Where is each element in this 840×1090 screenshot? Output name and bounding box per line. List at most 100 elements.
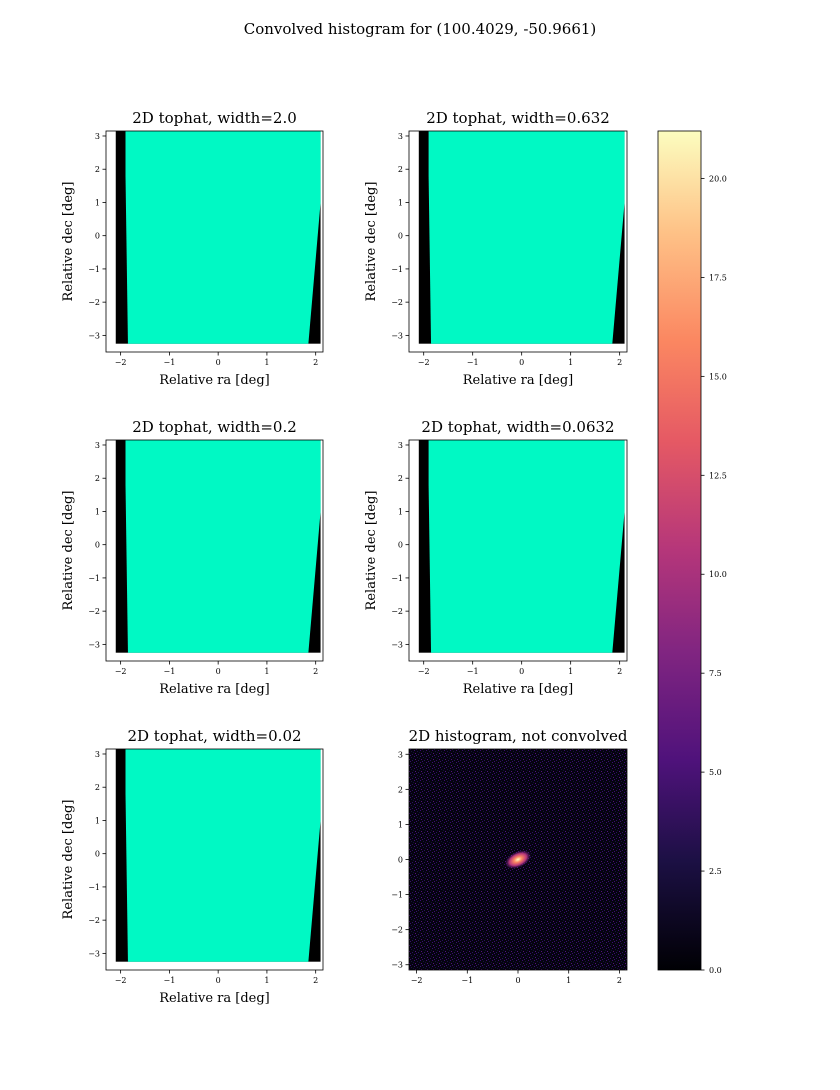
y-tick-label: −2 [88,916,100,925]
y-tick-label: −1 [391,574,403,583]
y-tick-label: −1 [391,891,403,900]
x-tick-label: −2 [115,976,127,985]
y-tick-label: 3 [398,750,403,759]
x-tick-label: 0 [515,976,520,985]
x-tick-label: −1 [467,358,479,367]
y-tick-label: 0 [398,232,403,241]
y-tick-label: −1 [88,574,100,583]
x-tick-label: 2 [313,358,318,367]
x-axis-label: Relative ra [deg] [159,991,270,1006]
y-axis-label: Relative dec [deg] [61,491,76,611]
x-tick-label: −1 [461,976,473,985]
panels: −2 −1 0 1 2 −3 −2 −1 0 1 2 3 2D tophat, width=2.0 Rel… [61,109,628,1006]
axes-frame [105,748,324,971]
colorbar: 0.0 2.5 5.0 7.5 10.0 12.5 15.0 17.5 20.0 [657,130,727,975]
x-axis-label: Relative ra [deg] [159,682,270,697]
x-tick-label: −1 [467,667,479,676]
colorbar-tick-label: 5.0 [709,768,722,777]
x-tick-label: −2 [115,667,127,676]
tophat-fill-region [125,749,321,962]
x-tick-label: 2 [617,667,622,676]
x-tick-label: 0 [216,976,221,985]
panel-3: −2 −1 0 1 2 −3 −2 −1 0 1 2 3 2D tophat, width=0.2 Rel… [61,418,324,697]
colorbar-tick-label: 2.5 [709,867,722,876]
y-tick-label: 1 [398,507,403,516]
x-tick-label: 1 [264,667,269,676]
x-tick-label: −2 [418,358,430,367]
y-tick-label: −3 [88,331,100,340]
colorbar-tick-label: 7.5 [709,669,722,678]
x-tick-label: −1 [163,358,175,367]
tophat-fill-region [125,131,321,344]
y-tick-label: 2 [398,165,403,174]
colorbar-tick-label: 10.0 [709,570,727,579]
y-tick-label: 1 [398,820,403,829]
panel-4: −2 −1 0 1 2 −3 −2 −1 0 1 2 3 2D tophat, width=0.0632… [364,418,628,697]
y-tick-label: 2 [398,474,403,483]
colorbar-tick-label: 0.0 [709,966,722,975]
colorbar-frame [657,130,702,971]
y-tick-label: 0 [95,541,100,550]
y-axis-label: Relative dec [deg] [61,800,76,920]
x-tick-label: −2 [411,976,423,985]
x-tick-label: 1 [568,358,573,367]
y-tick-label: −1 [391,265,403,274]
x-tick-label: 2 [313,976,318,985]
y-tick-label: 1 [95,816,100,825]
y-tick-label: 1 [398,198,403,207]
y-tick-label: 2 [95,783,100,792]
colorbar-tick-label: 15.0 [709,372,727,381]
y-tick-label: 0 [95,850,100,859]
x-tick-label: 1 [568,667,573,676]
y-tick-label: 1 [95,198,100,207]
y-tick-label: 1 [95,507,100,516]
x-axis-label: Relative ra [deg] [159,373,270,388]
x-axis-label: Relative ra [deg] [463,373,574,388]
y-tick-label: −3 [88,949,100,958]
y-tick-label: 3 [95,132,100,141]
y-tick-label: 3 [95,750,100,759]
x-tick-label: 2 [617,976,622,985]
colorbar-gradient [658,131,701,970]
panel-title: 2D tophat, width=0.0632 [421,418,614,436]
x-axis-label: Relative ra [deg] [463,682,574,697]
colorbar-tick-label: 20.0 [709,174,727,183]
y-tick-label: 2 [398,785,403,794]
y-tick-label: −2 [88,298,100,307]
x-tick-label: 0 [216,667,221,676]
panel-title: 2D tophat, width=0.2 [132,418,297,436]
y-tick-label: −3 [391,961,403,970]
y-axis-label: Relative dec [deg] [364,491,379,611]
y-tick-label: −2 [391,298,403,307]
x-tick-label: 0 [216,358,221,367]
y-axis-label: Relative dec [deg] [364,182,379,302]
y-tick-label: −3 [88,640,100,649]
y-tick-label: 0 [398,856,403,865]
y-tick-label: 2 [95,474,100,483]
x-tick-label: 1 [566,976,571,985]
axes-frame [105,439,324,662]
x-tick-label: 2 [313,667,318,676]
y-tick-label: −3 [391,640,403,649]
y-tick-label: −1 [88,265,100,274]
tophat-fill-region [428,131,625,344]
x-tick-label: −2 [418,667,430,676]
x-tick-label: 0 [519,358,524,367]
panel-6: −2 −1 0 1 2 −3 −2 −1 0 1 2 3 2D histogram, not convo… [391,727,628,985]
y-tick-label: 0 [398,541,403,550]
x-tick-label: 2 [617,358,622,367]
y-tick-label: 0 [95,232,100,241]
histogram-hotspot [504,850,532,869]
y-axis-label: Relative dec [deg] [61,182,76,302]
colorbar-tick-label: 17.5 [709,273,727,282]
axes-frame [408,439,628,662]
panel-title: 2D histogram, not convolved [409,727,628,745]
x-tick-label: −2 [115,358,127,367]
y-tick-label: 3 [398,132,403,141]
x-tick-label: 1 [264,358,269,367]
panel-title: 2D tophat, width=2.0 [132,109,297,127]
x-tick-label: −1 [163,667,175,676]
y-tick-label: 3 [398,441,403,450]
x-tick-label: 0 [519,667,524,676]
